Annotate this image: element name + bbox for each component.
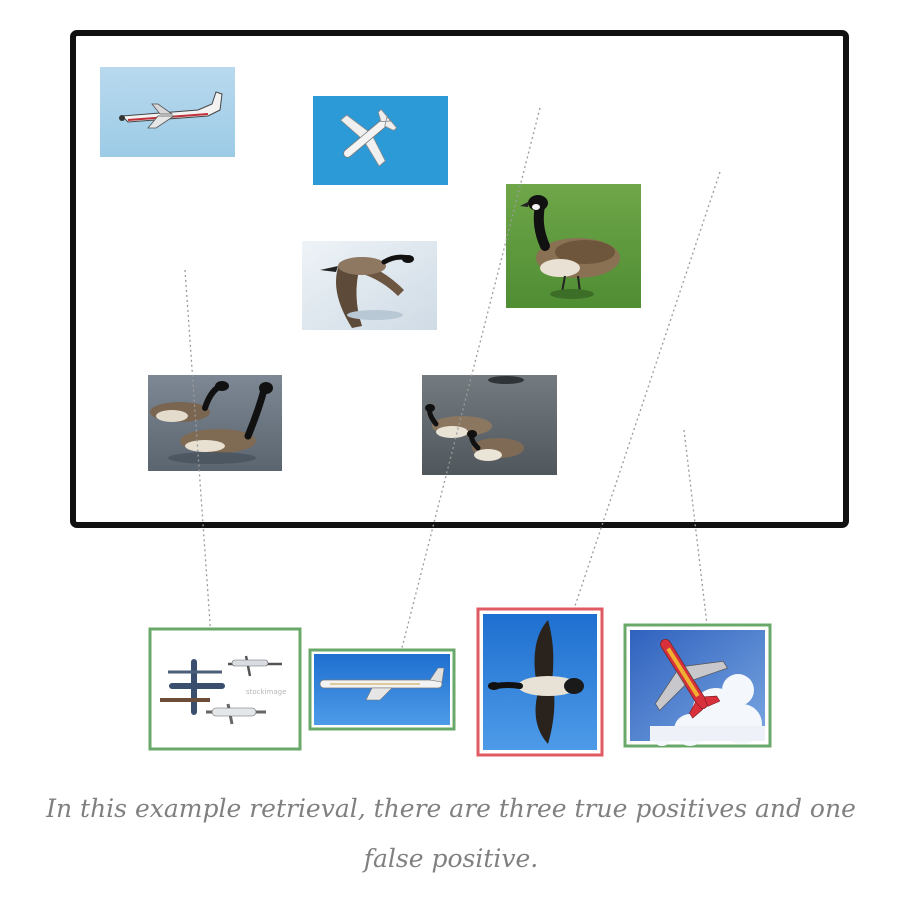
database-image-geese-water-2 [422,375,557,475]
database-image-airplane-1 [100,67,235,157]
svg-text:stockimage: stockimage [246,688,286,696]
database-image-goose-grass [506,184,641,308]
database-image-goose-flying [302,241,437,330]
retrieved-result-4[interactable] [625,619,770,746]
database-image-airplane-2 [313,96,448,185]
retrieved-result-2[interactable] [310,650,454,729]
retrieved-result-3[interactable] [478,609,602,755]
database-image-geese-water-1 [148,375,282,471]
figure-caption: In this example retrieval, there are thr… [40,784,862,884]
retrieved-result-1[interactable]: stockimage [150,629,300,749]
